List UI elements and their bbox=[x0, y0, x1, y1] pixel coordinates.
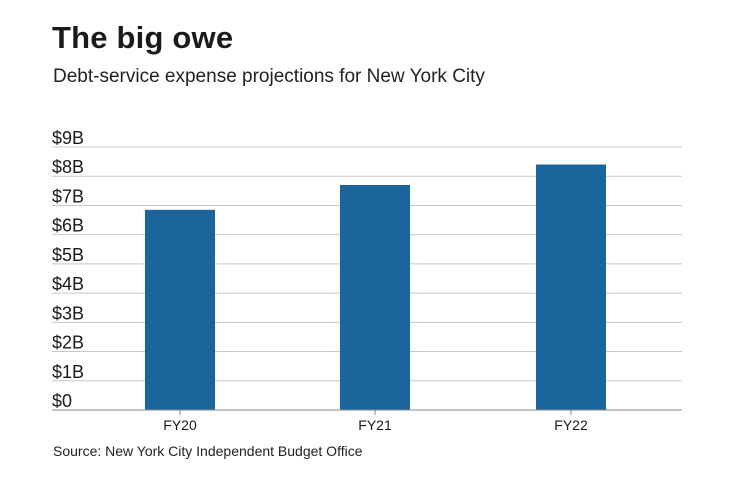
y-tick-label: $0 bbox=[52, 391, 72, 411]
y-tick-label: $5B bbox=[52, 245, 84, 265]
x-axis bbox=[52, 409, 682, 415]
y-tick-label: $4B bbox=[52, 274, 84, 294]
y-axis-tick-labels: $0 $1B $2B $3B $4B $5B $6B $7B $8B $9B bbox=[52, 128, 84, 411]
bars bbox=[145, 164, 606, 410]
chart-title: The big owe bbox=[52, 20, 234, 55]
x-tick-label: FY20 bbox=[163, 417, 197, 433]
y-tick-label: $7B bbox=[52, 186, 84, 206]
x-axis-tick-labels: FY20 FY21 FY22 bbox=[163, 417, 588, 433]
bar-fy21 bbox=[340, 184, 410, 410]
bar-fy20 bbox=[145, 209, 215, 410]
y-tick-label: $9B bbox=[52, 128, 84, 148]
chart-subtitle: Debt-service expense projections for New… bbox=[53, 66, 485, 87]
y-tick-label: $2B bbox=[52, 333, 84, 353]
y-tick-label: $1B bbox=[52, 362, 84, 382]
y-tick-label: $3B bbox=[52, 303, 84, 323]
x-tick-label: FY21 bbox=[358, 417, 392, 433]
y-tick-label: $8B bbox=[52, 157, 84, 177]
source-note: Source: New York City Independent Budget… bbox=[53, 443, 363, 459]
bar-fy22 bbox=[536, 164, 606, 410]
x-tick-label: FY22 bbox=[554, 417, 588, 433]
y-tick-label: $6B bbox=[52, 216, 84, 236]
